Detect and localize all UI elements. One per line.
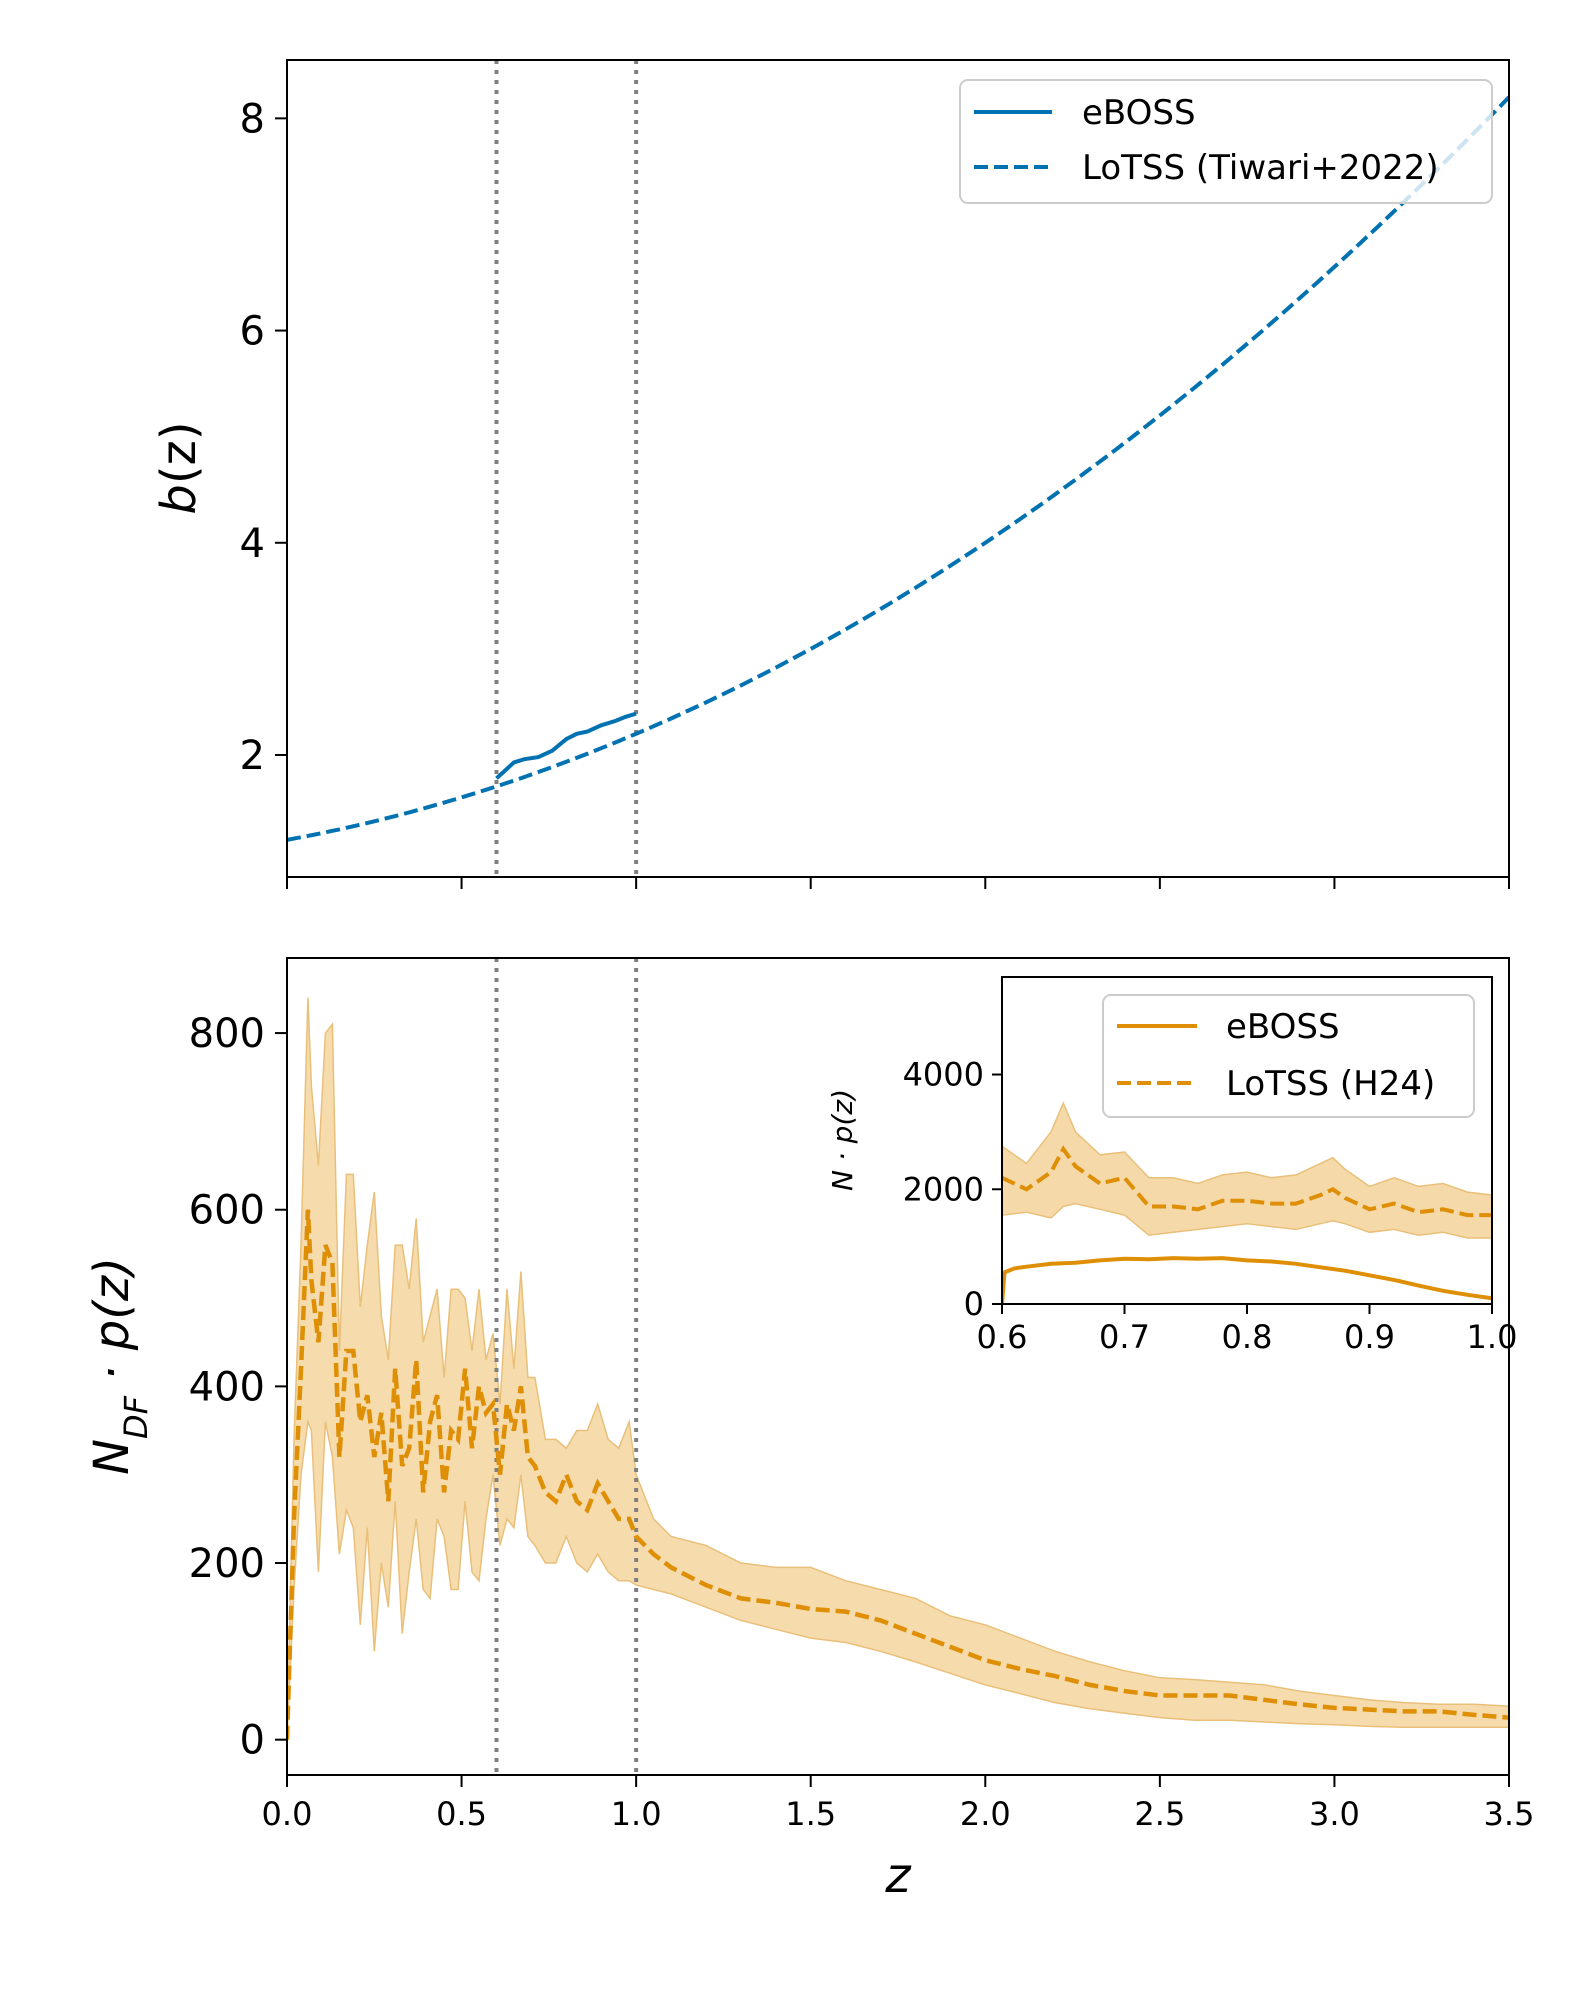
inset-ytick-label-1: 2000 bbox=[903, 1170, 984, 1208]
inset-xtick-label-0: 0.6 bbox=[977, 1318, 1028, 1356]
top-ylabel-main: b bbox=[151, 484, 207, 514]
bottom-xlabel: z bbox=[884, 1848, 912, 1904]
inset-xtick-label-4: 1.0 bbox=[1467, 1318, 1518, 1356]
inset-ticks: 0 2000 4000 0.6 0.7 0.8 0.9 1.0 bbox=[903, 1056, 1518, 1356]
top-series-eboss bbox=[495, 711, 637, 780]
bottom-ytick-label-3: 600 bbox=[189, 1188, 265, 1234]
inset-ytick-label-0: 0 bbox=[964, 1285, 984, 1323]
bottom-xtick-label-2: 1.0 bbox=[611, 1795, 662, 1833]
top-legend-frame bbox=[959, 79, 1493, 204]
bottom-xtick-label-0: 0.0 bbox=[262, 1795, 313, 1833]
inset-xtick-label-3: 0.9 bbox=[1344, 1318, 1395, 1356]
inset-ytick-label-2: 4000 bbox=[903, 1056, 984, 1094]
top-ticks: 2 4 6 8 bbox=[240, 96, 1510, 889]
top-ytick-label-0: 2 bbox=[240, 733, 265, 779]
bottom-ylabel-sub: DF bbox=[117, 1395, 155, 1439]
inset-series-eboss bbox=[1002, 1256, 1492, 1304]
bottom-ytick-label-1: 200 bbox=[189, 1541, 265, 1587]
bottom-ylabel-main: N bbox=[84, 1439, 140, 1475]
top-legend-lotss-label: LoTSS (Tiwari+2022) bbox=[1082, 148, 1439, 188]
inset-legend: eBOSS LoTSS (H24) bbox=[1102, 994, 1475, 1118]
bottom-ytick-label-4: 800 bbox=[189, 1011, 265, 1057]
inset-series-lotss bbox=[1002, 1145, 1492, 1218]
top-ytick-label-3: 8 bbox=[240, 96, 265, 142]
inset-ylabel: N · p(z) bbox=[826, 1089, 859, 1191]
inset-ylabel-rest: · p(z) bbox=[826, 1089, 859, 1170]
bottom-xtick-label-7: 3.5 bbox=[1484, 1795, 1535, 1833]
bottom-xtick-label-1: 0.5 bbox=[436, 1795, 487, 1833]
inset-legend-ebos-label: eBOSS bbox=[1226, 1007, 1340, 1047]
bottom-series-band bbox=[287, 997, 1509, 1740]
inset-ylabel-main: N bbox=[826, 1170, 859, 1191]
inset-xtick-label-2: 0.8 bbox=[1222, 1318, 1273, 1356]
bottom-ylabel: NDF · p(z) bbox=[84, 1257, 155, 1475]
top-legend: eBOSS LoTSS (Tiwari+2022) bbox=[959, 79, 1493, 204]
bottom-ytick-label-2: 400 bbox=[189, 1364, 265, 1410]
bottom-xtick-label-5: 2.5 bbox=[1134, 1795, 1185, 1833]
inset-panel: 0 2000 4000 0.6 0.7 0.8 0.9 1.0 N · p(z) eBOSS … bbox=[826, 976, 1518, 1356]
top-ylabel: b(z) bbox=[151, 421, 207, 514]
top-series-lotss bbox=[287, 95, 1509, 842]
bottom-series-lotss bbox=[287, 1209, 1509, 1740]
top-panel: 2 4 6 8 b(z) eBOSS LoTSS (Tiwari+2022) bbox=[151, 59, 1510, 889]
top-ytick-label-1: 4 bbox=[240, 521, 265, 567]
bottom-axes-frame bbox=[286, 957, 1510, 1776]
top-axes-frame bbox=[286, 59, 1510, 878]
inset-series-band bbox=[1002, 1101, 1492, 1239]
bottom-ylabel-rest: · p(z) bbox=[84, 1257, 140, 1396]
inset-xtick-label-1: 0.7 bbox=[1099, 1318, 1150, 1356]
inset-legend-lotss-label: LoTSS (H24) bbox=[1226, 1064, 1435, 1104]
bottom-xtick-label-6: 3.0 bbox=[1309, 1795, 1360, 1833]
bottom-xtick-label-4: 2.0 bbox=[960, 1795, 1011, 1833]
bottom-xtick-label-3: 1.5 bbox=[785, 1795, 836, 1833]
top-legend-ebos-label: eBOSS bbox=[1082, 93, 1196, 133]
bottom-plot-area bbox=[287, 958, 1509, 1775]
top-ytick-label-2: 6 bbox=[240, 309, 265, 355]
top-plot-area bbox=[287, 60, 1509, 877]
bottom-ticks: 0 200 400 600 800 0.0 0.5 1.0 1.5 2.0 2.5 3.0 3.5 bbox=[189, 1011, 1535, 1833]
bottom-ytick-label-0: 0 bbox=[240, 1718, 265, 1764]
top-ylabel-arg: (z) bbox=[151, 421, 207, 484]
inset-plot-area bbox=[1002, 1101, 1492, 1304]
